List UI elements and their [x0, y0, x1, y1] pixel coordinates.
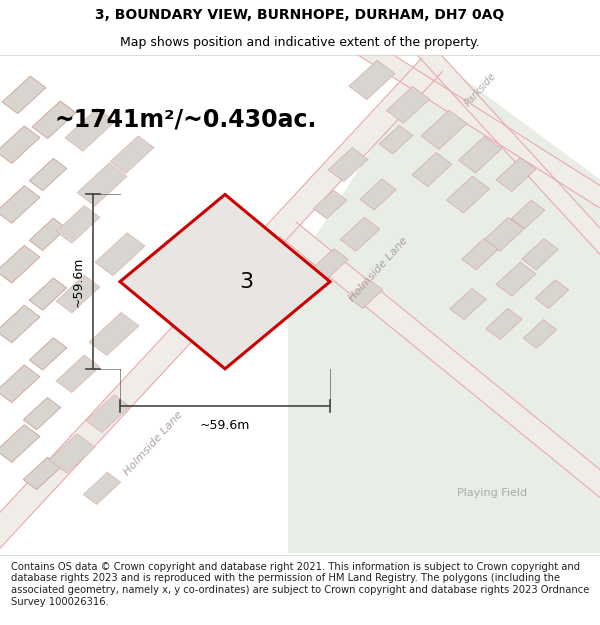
- Polygon shape: [328, 148, 368, 181]
- Polygon shape: [496, 262, 536, 296]
- Polygon shape: [23, 398, 61, 430]
- Polygon shape: [511, 200, 545, 229]
- Polygon shape: [313, 190, 347, 219]
- Polygon shape: [65, 108, 115, 151]
- Polygon shape: [56, 355, 100, 392]
- Polygon shape: [288, 55, 600, 553]
- Polygon shape: [86, 395, 130, 432]
- Polygon shape: [280, 222, 600, 501]
- Text: Map shows position and indicative extent of the property.: Map shows position and indicative extent…: [120, 36, 480, 49]
- Polygon shape: [0, 246, 40, 283]
- Polygon shape: [56, 275, 100, 313]
- Polygon shape: [522, 239, 558, 270]
- Text: 3, BOUNDARY VIEW, BURNHOPE, DURHAM, DH7 0AQ: 3, BOUNDARY VIEW, BURNHOPE, DURHAM, DH7 …: [95, 8, 505, 22]
- Polygon shape: [0, 365, 40, 403]
- Polygon shape: [0, 305, 40, 343]
- Text: ~1741m²/~0.430ac.: ~1741m²/~0.430ac.: [55, 107, 317, 132]
- Polygon shape: [77, 163, 127, 206]
- Text: Playing Field: Playing Field: [457, 488, 527, 498]
- Text: ~59.6m: ~59.6m: [200, 419, 250, 432]
- Polygon shape: [496, 158, 536, 191]
- Polygon shape: [340, 217, 380, 251]
- Polygon shape: [2, 76, 46, 114]
- Polygon shape: [89, 312, 139, 356]
- Polygon shape: [29, 218, 67, 251]
- Polygon shape: [32, 101, 76, 139]
- Text: ~59.6m: ~59.6m: [71, 256, 85, 307]
- Polygon shape: [450, 289, 486, 319]
- Polygon shape: [0, 186, 40, 223]
- Text: Holmside Lane: Holmside Lane: [347, 235, 409, 303]
- Polygon shape: [353, 38, 600, 212]
- Polygon shape: [120, 194, 330, 369]
- Polygon shape: [535, 280, 569, 308]
- Polygon shape: [0, 126, 40, 164]
- Polygon shape: [462, 239, 498, 270]
- Polygon shape: [29, 159, 67, 191]
- Polygon shape: [23, 458, 61, 489]
- Polygon shape: [49, 434, 95, 473]
- Polygon shape: [523, 320, 557, 348]
- Polygon shape: [349, 60, 395, 99]
- Polygon shape: [484, 217, 524, 251]
- Text: Parkside: Parkside: [463, 71, 497, 109]
- Polygon shape: [0, 58, 442, 550]
- Polygon shape: [386, 86, 430, 123]
- Polygon shape: [29, 338, 67, 370]
- Polygon shape: [486, 309, 522, 339]
- Polygon shape: [360, 179, 396, 210]
- Polygon shape: [0, 425, 40, 462]
- Polygon shape: [446, 176, 490, 213]
- Polygon shape: [56, 206, 100, 243]
- Polygon shape: [421, 110, 467, 149]
- Text: Holmside Lane: Holmside Lane: [122, 409, 184, 478]
- Text: 3: 3: [239, 272, 253, 292]
- Polygon shape: [312, 249, 348, 280]
- Polygon shape: [349, 280, 383, 308]
- Polygon shape: [95, 232, 145, 276]
- Polygon shape: [110, 136, 154, 173]
- Polygon shape: [379, 126, 413, 154]
- Polygon shape: [29, 278, 67, 310]
- Polygon shape: [412, 40, 600, 259]
- Polygon shape: [458, 136, 502, 173]
- Text: Contains OS data © Crown copyright and database right 2021. This information is : Contains OS data © Crown copyright and d…: [11, 562, 589, 606]
- Polygon shape: [412, 152, 452, 186]
- Polygon shape: [83, 472, 121, 504]
